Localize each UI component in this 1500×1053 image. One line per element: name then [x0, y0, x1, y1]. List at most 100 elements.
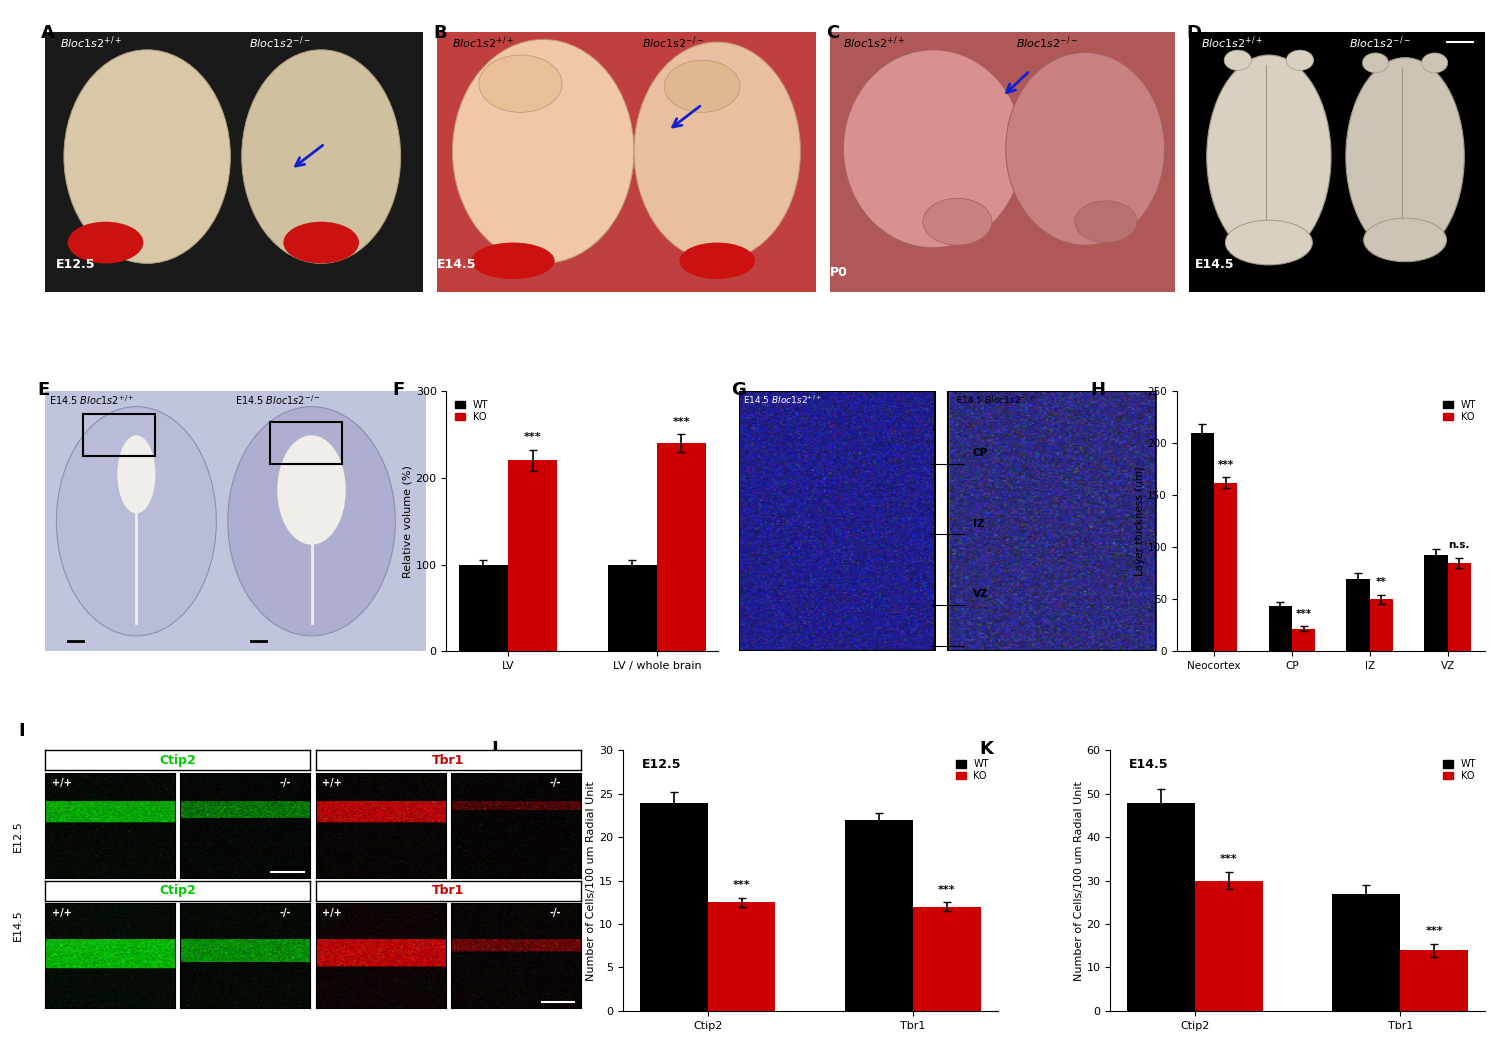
Text: E14.5 $\it{Bloc1s2}$$^{-/-}$: E14.5 $\it{Bloc1s2}$$^{-/-}$ — [236, 394, 321, 408]
Text: E14.5: E14.5 — [12, 909, 22, 940]
Text: E12.5: E12.5 — [12, 820, 22, 852]
Ellipse shape — [843, 49, 1023, 247]
Ellipse shape — [117, 435, 156, 514]
Text: K: K — [980, 740, 993, 758]
Ellipse shape — [1076, 201, 1137, 242]
Text: ***: *** — [524, 432, 542, 442]
Text: +/+: +/+ — [51, 909, 72, 918]
Text: CP: CP — [972, 449, 988, 458]
Text: A: A — [40, 24, 56, 42]
Ellipse shape — [1287, 51, 1314, 71]
Y-axis label: Number of Cells/100 um Radial Unit: Number of Cells/100 um Radial Unit — [1074, 780, 1083, 980]
Bar — [270, 422, 342, 464]
Bar — [82, 415, 156, 456]
Text: Tbr1: Tbr1 — [432, 754, 465, 767]
Text: Tbr1: Tbr1 — [432, 885, 465, 897]
Text: I: I — [18, 722, 24, 740]
Text: $\it{Bloc1s2}$$^{-/-}$: $\it{Bloc1s2}$$^{-/-}$ — [1348, 34, 1412, 51]
Bar — [509, 460, 556, 652]
Text: E12.5: E12.5 — [57, 258, 96, 272]
Text: E14.5: E14.5 — [1196, 258, 1234, 272]
Text: +/+: +/+ — [322, 778, 342, 789]
Ellipse shape — [664, 60, 740, 113]
Bar — [1126, 802, 1196, 1011]
Bar — [844, 820, 914, 1011]
Legend: WT, KO: WT, KO — [952, 755, 993, 786]
Ellipse shape — [680, 242, 754, 279]
Ellipse shape — [478, 55, 562, 113]
Y-axis label: Layer thickness (um): Layer thickness (um) — [1134, 466, 1144, 576]
Text: C: C — [827, 24, 840, 42]
Text: **: ** — [1376, 577, 1388, 588]
Text: -/-: -/- — [279, 778, 291, 789]
Legend: WT, KO: WT, KO — [452, 396, 492, 425]
Text: $\it{Bloc1s2}$$^{-/-}$: $\it{Bloc1s2}$$^{-/-}$ — [249, 34, 312, 51]
Y-axis label: Relative volume (%): Relative volume (%) — [404, 464, 412, 578]
Bar — [640, 802, 708, 1011]
Text: E: E — [38, 380, 50, 399]
Bar — [1370, 599, 1394, 652]
Bar — [1347, 578, 1370, 652]
Text: IZ: IZ — [972, 519, 984, 529]
Bar — [948, 391, 1156, 652]
Text: $\it{Bloc1s2}$$^{+/+}$: $\it{Bloc1s2}$$^{+/+}$ — [60, 34, 122, 51]
Text: $\it{Bloc1s2}$$^{+/+}$: $\it{Bloc1s2}$$^{+/+}$ — [1202, 34, 1263, 51]
Ellipse shape — [453, 39, 634, 263]
Bar — [1191, 433, 1214, 652]
Text: $\it{Bloc1s2}$$^{-/-}$: $\it{Bloc1s2}$$^{-/-}$ — [642, 34, 704, 51]
Bar — [1425, 555, 1448, 652]
Text: ***: *** — [672, 417, 690, 426]
Text: E14.5: E14.5 — [1130, 758, 1168, 771]
Bar — [708, 902, 776, 1011]
Text: H: H — [1090, 380, 1106, 399]
Bar — [657, 443, 706, 652]
Text: F: F — [392, 380, 405, 399]
Text: ***: *** — [732, 880, 750, 890]
Text: VZ: VZ — [972, 589, 988, 599]
Ellipse shape — [1362, 53, 1389, 73]
Legend: WT, KO: WT, KO — [1440, 755, 1480, 786]
Text: $\it{Bloc1s2}$$^{+/+}$: $\it{Bloc1s2}$$^{+/+}$ — [453, 34, 514, 51]
Text: -/-: -/- — [279, 909, 291, 918]
Ellipse shape — [1226, 220, 1312, 265]
Ellipse shape — [242, 49, 400, 263]
Text: ***: *** — [1220, 854, 1238, 865]
Bar — [1196, 880, 1263, 1011]
Ellipse shape — [634, 42, 801, 261]
Legend: WT, KO: WT, KO — [1440, 396, 1480, 425]
Bar — [1448, 563, 1472, 652]
Ellipse shape — [228, 406, 396, 636]
Text: Ctip2: Ctip2 — [159, 885, 196, 897]
Text: ***: *** — [938, 885, 956, 895]
Text: +/+: +/+ — [51, 778, 72, 789]
Text: -/-: -/- — [550, 778, 561, 789]
Text: $\it{Bloc1s2}$$^{+/+}$: $\it{Bloc1s2}$$^{+/+}$ — [843, 34, 906, 51]
Bar — [459, 564, 509, 652]
Bar — [1269, 605, 1292, 652]
Bar — [740, 391, 934, 652]
Bar — [1214, 482, 1237, 652]
Bar — [1292, 629, 1316, 652]
Ellipse shape — [1005, 53, 1164, 245]
Y-axis label: Number of Cells/100 um Radial Unit: Number of Cells/100 um Radial Unit — [586, 780, 596, 980]
Ellipse shape — [1422, 53, 1448, 73]
Ellipse shape — [68, 222, 144, 263]
Ellipse shape — [278, 435, 346, 544]
Text: E14.5: E14.5 — [438, 258, 477, 272]
Text: +/+: +/+ — [322, 909, 342, 918]
Ellipse shape — [471, 242, 555, 279]
Ellipse shape — [1206, 55, 1330, 258]
Text: Ctip2: Ctip2 — [159, 754, 196, 767]
Bar — [1332, 894, 1400, 1011]
Text: B: B — [433, 24, 447, 42]
Ellipse shape — [284, 222, 358, 263]
Text: P0: P0 — [830, 266, 848, 279]
Text: ***: *** — [1425, 926, 1443, 936]
Ellipse shape — [1224, 51, 1251, 71]
Ellipse shape — [64, 49, 231, 263]
Text: ***: *** — [1218, 460, 1234, 470]
Text: E14.5 $\it{Bloc1s2}$$^{-/-}$: E14.5 $\it{Bloc1s2}$$^{-/-}$ — [956, 394, 1035, 406]
Text: -/-: -/- — [550, 909, 561, 918]
Text: J: J — [492, 740, 498, 758]
Text: D: D — [1186, 24, 1202, 42]
